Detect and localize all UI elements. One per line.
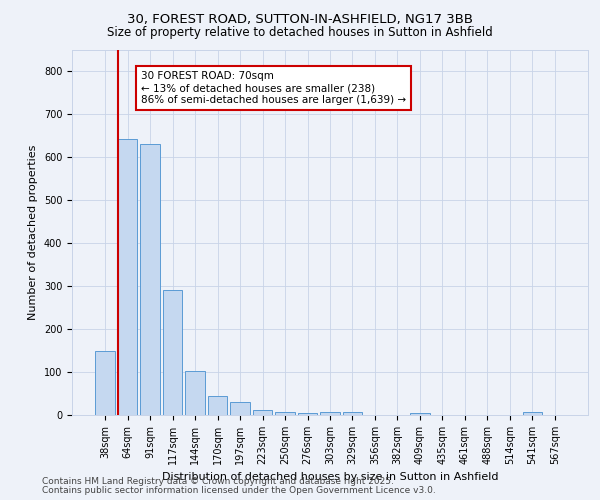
Text: Contains public sector information licensed under the Open Government Licence v3: Contains public sector information licen… [42,486,436,495]
Bar [320,412,340,415]
Bar [253,410,272,415]
Bar [298,413,317,415]
Bar [410,413,430,415]
Bar [230,402,250,415]
Bar [523,412,542,415]
Y-axis label: Number of detached properties: Number of detached properties [28,145,38,320]
Text: 30 FOREST ROAD: 70sqm
← 13% of detached houses are smaller (238)
86% of semi-det: 30 FOREST ROAD: 70sqm ← 13% of detached … [141,72,406,104]
Text: Size of property relative to detached houses in Sutton in Ashfield: Size of property relative to detached ho… [107,26,493,39]
Bar [185,371,205,415]
Bar [95,350,115,415]
Bar [140,144,160,415]
Text: Contains HM Land Registry data © Crown copyright and database right 2025.: Contains HM Land Registry data © Crown c… [42,477,394,486]
Text: 30, FOREST ROAD, SUTTON-IN-ASHFIELD, NG17 3BB: 30, FOREST ROAD, SUTTON-IN-ASHFIELD, NG1… [127,12,473,26]
Bar [275,412,295,415]
Bar [163,290,182,415]
Bar [343,412,362,415]
Bar [118,139,137,415]
Bar [208,396,227,415]
X-axis label: Distribution of detached houses by size in Sutton in Ashfield: Distribution of detached houses by size … [162,472,498,482]
